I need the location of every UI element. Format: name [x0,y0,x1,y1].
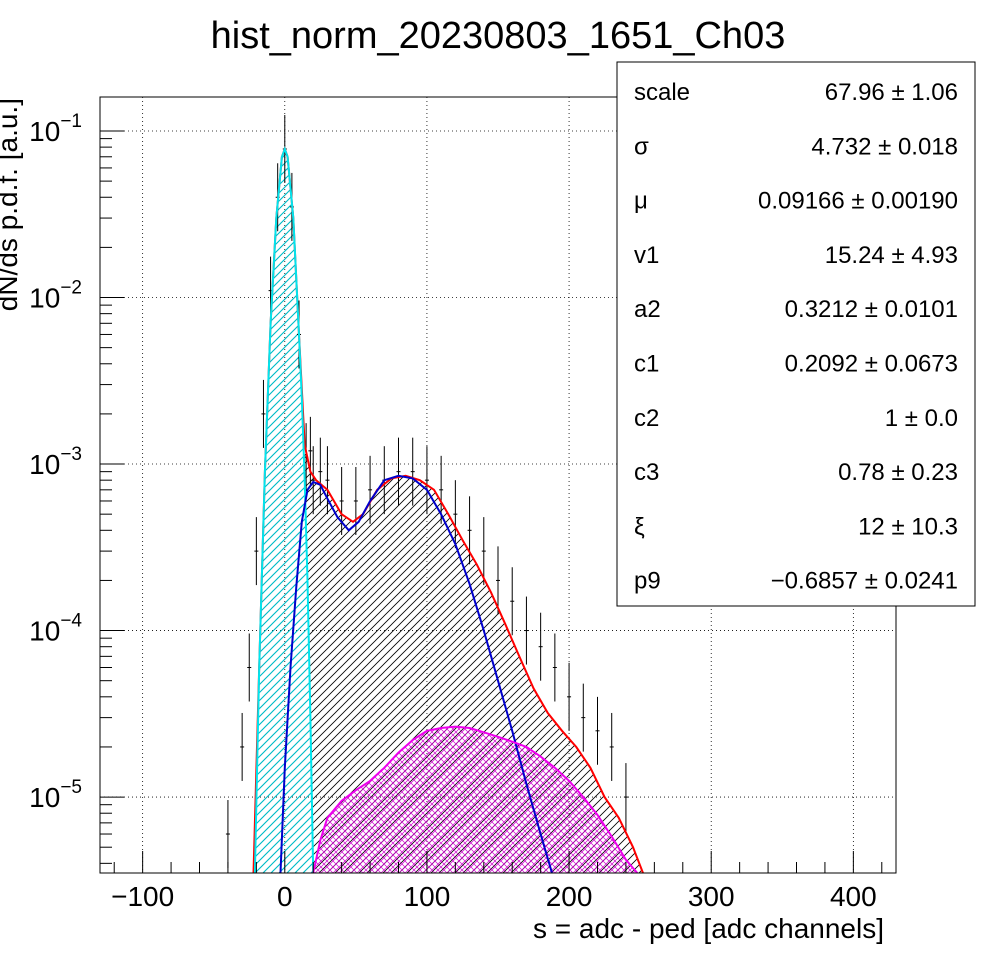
fit-curves [252,146,644,873]
x-tick-label: −100 [111,881,174,912]
y-tick-label: 10−5 [29,777,82,813]
stats-param-value: 0.2092 ± 0.0673 [785,351,958,378]
y-tick-exponent: −3 [60,444,82,465]
stats-frame [616,61,976,607]
x-tick-label: 400 [830,881,877,912]
x-axis: −100 0 100 200 300 400 [111,851,883,912]
stats-param-value: 0.78 ± 0.23 [838,459,958,486]
y-axis: 10−110−210−310−410−5 [29,111,124,864]
stats-param-value: 4.732 ± 0.018 [811,133,958,160]
stats-param-value: 1 ± 0.0 [885,405,958,432]
stats-param-name: v1 [634,242,659,269]
x-axis-label: s = adc - ped [adc channels] [533,913,884,944]
y-tick-label: 10−1 [29,111,82,147]
x-tick-label: 100 [404,881,451,912]
stats-param-name: σ [634,133,649,160]
y-tick-exponent: −1 [60,111,82,132]
fit-stats-box: scale 67.96 ± 1.06 σ 4.732 ± 0.018 μ 0.09166 … [616,61,976,607]
stats-param-name: μ [634,188,648,215]
stats-param-value: 0.3212 ± 0.0101 [785,296,958,323]
stats-param-name: c2 [634,405,659,432]
y-tick-base: 10 [29,283,60,314]
stats-param-name: ξ [634,513,645,540]
stats-param-value: −0.6857 ± 0.0241 [771,568,958,595]
x-tick-label: 0 [277,881,293,912]
stats-param-name: p9 [634,568,661,595]
y-tick-base: 10 [29,449,60,480]
y-tick-exponent: −5 [60,777,82,798]
y-tick-base: 10 [29,782,60,813]
stats-param-name: c3 [634,459,659,486]
stats-param-name: a2 [634,296,661,323]
stats-param-value: 12 ± 10.3 [858,513,958,540]
stats-param-value: 67.96 ± 1.06 [825,79,958,106]
series-fill-1 [253,149,643,873]
y-axis-label: dN/ds p.d.f. [a.u.] [0,98,23,311]
stats-param-value: 0.09166 ± 0.00190 [758,188,958,215]
y-tick-exponent: −2 [60,278,82,299]
y-tick-label: 10−3 [29,444,82,480]
stats-param-name: c1 [634,351,659,378]
x-tick-label: 200 [546,881,593,912]
series-line-3 [279,474,553,873]
y-tick-base: 10 [29,616,60,647]
series-line-4 [312,725,639,873]
chart-title: hist_norm_20230803_1651_Ch03 [211,15,786,57]
series-line-2 [253,146,315,873]
stats-param-value: 15.24 ± 4.93 [825,242,958,269]
x-tick-label: 300 [688,881,735,912]
stats-param-name: scale [634,79,690,106]
y-tick-label: 10−2 [29,278,82,314]
y-tick-exponent: −4 [60,611,82,632]
series-fill-4 [313,726,638,873]
y-tick-base: 10 [29,116,60,147]
y-tick-label: 10−4 [29,611,82,647]
